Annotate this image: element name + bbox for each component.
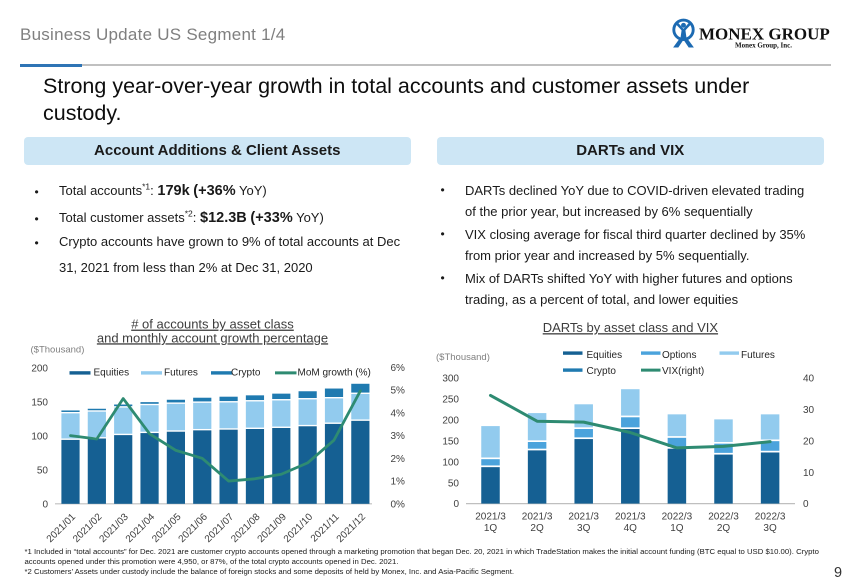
svg-text:1%: 1%: [391, 477, 406, 488]
svg-text:VIX(right): VIX(right): [662, 366, 704, 377]
svg-text:2022/3: 2022/3: [708, 511, 739, 522]
svg-text:200: 200: [442, 415, 459, 426]
svg-text:250: 250: [442, 395, 459, 406]
svg-text:2Q: 2Q: [717, 523, 731, 534]
svg-text:2021/3: 2021/3: [475, 511, 506, 522]
svg-text:5%: 5%: [391, 386, 406, 397]
svg-text:2021/3: 2021/3: [522, 511, 553, 522]
svg-text:150: 150: [31, 397, 48, 408]
svg-text:50: 50: [37, 465, 49, 476]
svg-text:# of accounts by asset class: # of accounts by asset class: [131, 317, 294, 332]
svg-text:1Q: 1Q: [670, 523, 684, 534]
svg-text:6%: 6%: [391, 363, 406, 374]
svg-text:4%: 4%: [391, 409, 406, 420]
svg-text:MoM growth (%): MoM growth (%): [298, 368, 371, 379]
svg-text:50: 50: [448, 478, 460, 489]
svg-text:2Q: 2Q: [530, 523, 544, 534]
svg-text:3Q: 3Q: [763, 523, 777, 534]
svg-text:2%: 2%: [391, 454, 406, 465]
svg-text:DARTs by asset class and VIX: DARTs by asset class and VIX: [543, 320, 719, 335]
svg-text:100: 100: [442, 457, 459, 468]
svg-text:($Thousand): ($Thousand): [436, 352, 490, 363]
svg-text:Options: Options: [662, 350, 696, 361]
svg-text:2021/10: 2021/10: [282, 511, 316, 545]
svg-text:Futures: Futures: [741, 350, 775, 361]
svg-text:150: 150: [442, 436, 459, 447]
svg-text:MONEX GROUP: MONEX GROUP: [699, 24, 830, 43]
svg-text:Equities: Equities: [94, 368, 130, 379]
svg-text:1Q: 1Q: [484, 523, 498, 534]
svg-text:Crypto: Crypto: [231, 368, 261, 379]
svg-text:Crypto: Crypto: [587, 366, 617, 377]
svg-text:20: 20: [803, 436, 815, 447]
svg-text:10: 10: [803, 468, 815, 479]
svg-text:0: 0: [453, 499, 459, 510]
svg-text:300: 300: [442, 374, 459, 385]
svg-text:2022/3: 2022/3: [662, 511, 693, 522]
svg-text:0: 0: [42, 499, 48, 510]
svg-text:4Q: 4Q: [624, 523, 638, 534]
svg-text:Futures: Futures: [164, 368, 198, 379]
svg-text:40: 40: [803, 373, 815, 384]
svg-text:2021/3: 2021/3: [568, 511, 599, 522]
svg-text:2022/3: 2022/3: [755, 511, 786, 522]
svg-text:2021/3: 2021/3: [615, 511, 646, 522]
svg-text:2021/12: 2021/12: [335, 511, 369, 545]
svg-text:and monthly account growth per: and monthly account growth percentage: [97, 330, 328, 345]
svg-text:30: 30: [803, 405, 815, 416]
svg-text:200: 200: [31, 363, 48, 374]
svg-text:3%: 3%: [391, 431, 406, 442]
svg-text:Monex Group, Inc.: Monex Group, Inc.: [735, 42, 792, 50]
svg-text:Equities: Equities: [587, 350, 623, 361]
svg-text:0%: 0%: [391, 499, 406, 510]
svg-text:0: 0: [803, 499, 809, 510]
svg-text:($Thousand): ($Thousand): [31, 345, 85, 356]
svg-text:3Q: 3Q: [577, 523, 591, 534]
svg-text:100: 100: [31, 431, 48, 442]
